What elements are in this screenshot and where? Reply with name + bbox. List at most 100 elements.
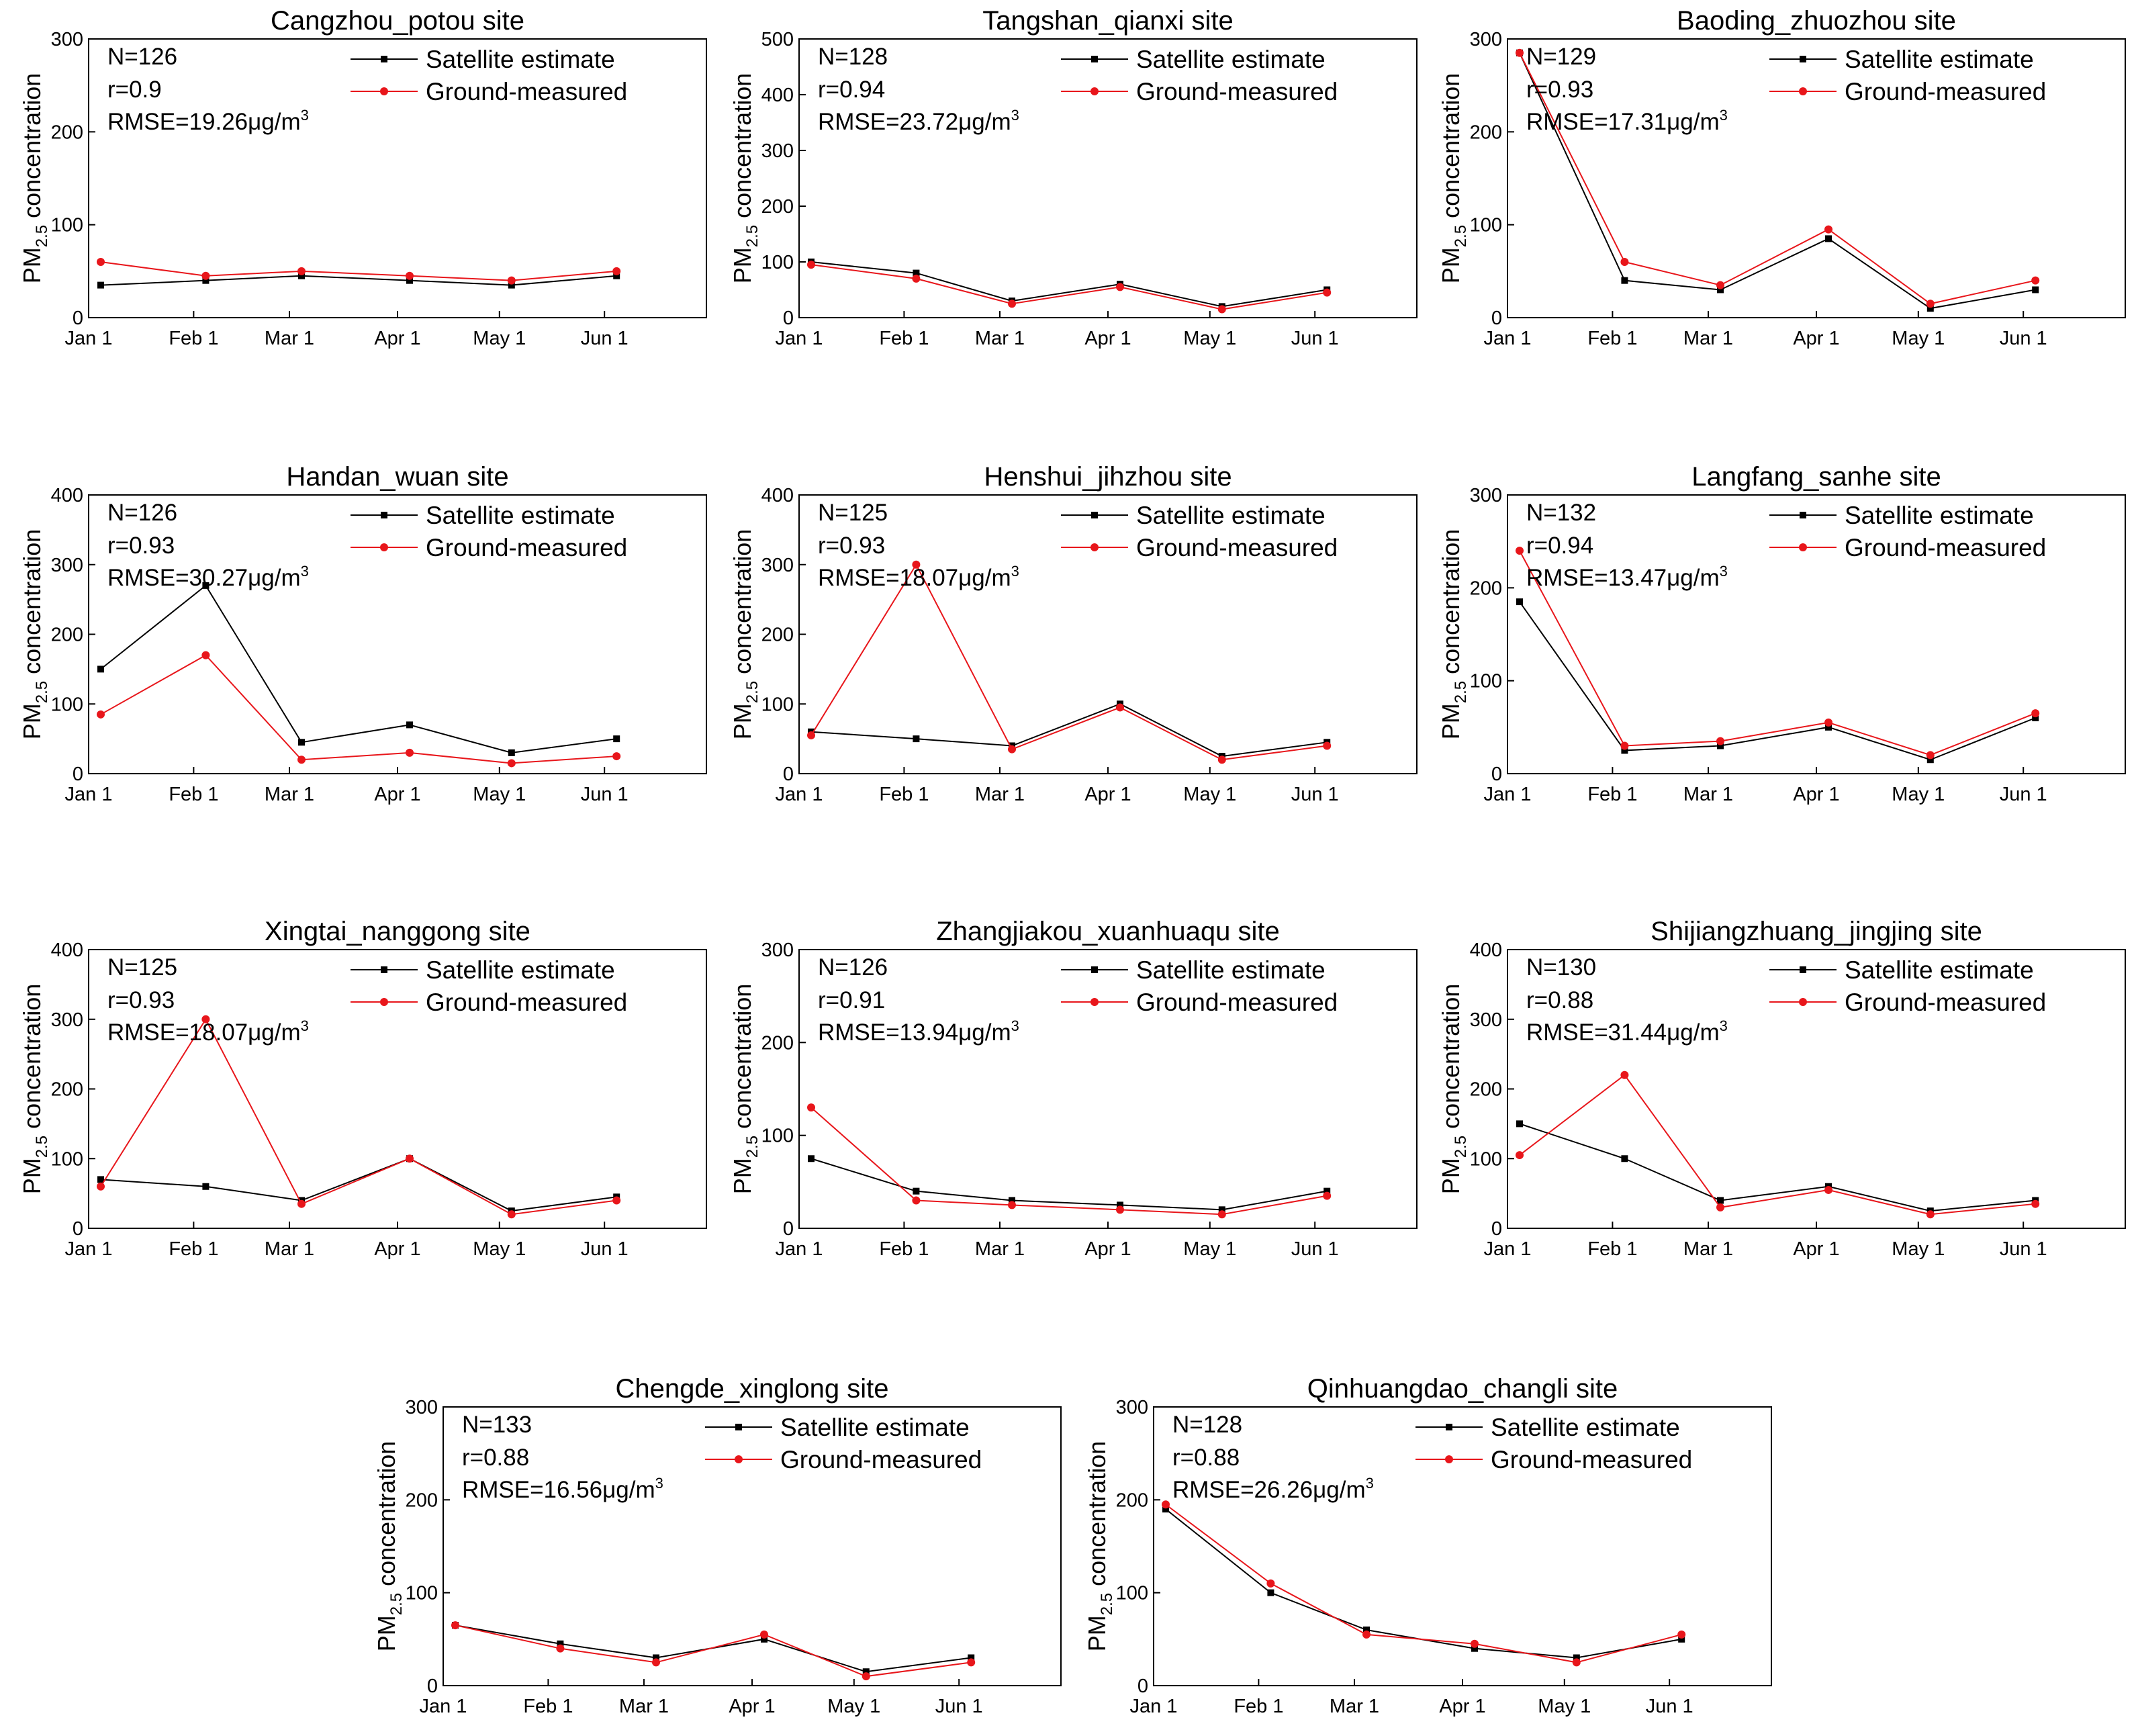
satellite-data-point (1621, 277, 1628, 284)
ground-data-point (1677, 1630, 1686, 1639)
satellite-data-point (1516, 598, 1523, 606)
ground-data-point (201, 271, 210, 280)
ground-data-point (556, 1644, 565, 1653)
y-tick-label: 100 (1116, 1583, 1148, 1604)
ground-data-point (1516, 1151, 1524, 1160)
ground-data-point (1926, 1210, 1935, 1219)
x-tick-label: Mar 1 (619, 1696, 669, 1717)
satellite-series-line (100, 1158, 617, 1212)
chart-title: Tangshan_qianxi site (982, 6, 1234, 36)
satellite-data-point (1324, 1187, 1331, 1195)
x-tick-label: Jan 1 (1484, 784, 1532, 805)
correlation-label: r=0.91 (818, 987, 885, 1013)
legend-ground-label: Ground-measured (1136, 78, 1338, 105)
legend-satellite-marker (381, 56, 387, 62)
chart-title: Qinhuangdao_changli site (1307, 1374, 1618, 1404)
correlation-label: r=0.93 (107, 533, 175, 559)
y-tick-label: 100 (51, 694, 83, 715)
ground-data-point (297, 1199, 306, 1208)
ground-series-line (455, 1625, 972, 1678)
satellite-series-line (1519, 1123, 2036, 1212)
ground-data-point (912, 1196, 921, 1205)
satellite-data-point (808, 1155, 815, 1162)
ground-series-line (1519, 550, 2036, 756)
ground-data-point (1116, 1205, 1124, 1214)
rmse-label: RMSE=23.72μg/m3 (818, 107, 1019, 135)
satellite-data-point (508, 749, 515, 756)
y-tick-label: 400 (761, 85, 794, 106)
satellite-series-line (100, 584, 617, 753)
ground-data-point (862, 1672, 870, 1681)
satellite-data-point (613, 735, 620, 743)
ground-data-point (612, 267, 621, 275)
satellite-series-line (100, 275, 617, 286)
y-axis-label: PM2.5 concentration (18, 529, 51, 740)
ground-data-point (1217, 756, 1226, 764)
correlation-label: r=0.9 (107, 77, 162, 103)
y-tick-label: 100 (1470, 1148, 1502, 1170)
x-tick-label: Mar 1 (975, 784, 1025, 805)
sample-count-label: N=126 (818, 954, 888, 980)
y-tick-label: 200 (1470, 578, 1502, 599)
y-tick-label: 300 (1470, 1009, 1502, 1031)
y-tick-label: 300 (1470, 29, 1502, 50)
chart-title: Chengde_xinglong site (616, 1374, 889, 1404)
legend-ground-label: Ground-measured (1136, 989, 1338, 1016)
ground-data-point (1572, 1658, 1581, 1667)
y-axis-label: PM2.5 concentration (729, 529, 761, 740)
ground-data-point (2031, 709, 2040, 718)
y-tick-label: 400 (51, 485, 83, 506)
x-tick-label: May 1 (1538, 1696, 1591, 1717)
legend-ground-label: Ground-measured (780, 1446, 982, 1473)
x-tick-label: Apr 1 (374, 1238, 420, 1260)
x-tick-label: Feb 1 (879, 328, 929, 349)
ground-data-point (1824, 1185, 1832, 1194)
ground-data-point (451, 1621, 459, 1630)
legend-ground-label: Ground-measured (1845, 534, 2046, 561)
y-tick-label: 0 (1491, 308, 1502, 329)
y-tick-label: 400 (761, 485, 794, 506)
ground-data-point (652, 1658, 660, 1667)
satellite-data-point (913, 269, 920, 277)
ground-data-point (97, 258, 105, 266)
chart-panel: Baoding_zhuozhou site 0 100 200 300 Jan 1 Feb … (1437, 6, 2126, 349)
ground-data-point (97, 710, 105, 719)
x-tick-label: Jan 1 (1484, 328, 1532, 349)
rmse-label: RMSE=17.31μg/m3 (1526, 107, 1728, 135)
legend-satellite-marker (1446, 1424, 1452, 1430)
legend-ground-label: Ground-measured (1491, 1446, 1692, 1473)
satellite-series-line (1165, 1508, 1682, 1659)
ground-data-point (807, 731, 815, 739)
y-tick-label: 300 (406, 1397, 438, 1418)
x-tick-label: Apr 1 (1084, 328, 1131, 349)
x-tick-label: Jan 1 (776, 328, 823, 349)
y-tick-label: 300 (761, 940, 794, 961)
ground-data-point (912, 274, 921, 283)
x-tick-label: Mar 1 (1683, 784, 1733, 805)
ground-data-point (406, 748, 414, 757)
legend-ground-marker (1090, 998, 1099, 1006)
x-tick-label: Jan 1 (1484, 1238, 1532, 1260)
legend-ground-marker (380, 87, 388, 95)
ground-data-point (201, 651, 210, 659)
satellite-data-point (97, 1176, 104, 1183)
ground-data-point (1162, 1500, 1170, 1509)
x-tick-label: Feb 1 (1587, 784, 1637, 805)
satellite-data-point (298, 739, 305, 746)
y-axis-label: PM2.5 concentration (1437, 984, 1470, 1195)
x-tick-label: Jun 1 (1291, 1238, 1339, 1260)
legend-satellite-marker (1091, 56, 1098, 62)
satellite-data-point (2032, 286, 2039, 293)
ground-data-point (612, 752, 621, 761)
y-tick-label: 300 (51, 29, 83, 50)
ground-series-line (810, 264, 1328, 310)
rmse-label: RMSE=13.47μg/m3 (1526, 563, 1728, 591)
correlation-label: r=0.94 (818, 77, 885, 103)
ground-data-point (1217, 305, 1226, 314)
y-tick-label: 0 (1137, 1676, 1148, 1697)
x-tick-label: Jun 1 (581, 328, 629, 349)
satellite-data-point (2032, 715, 2039, 721)
satellite-data-point (1717, 286, 1724, 293)
ground-data-point (1926, 751, 1935, 760)
satellite-data-point (508, 281, 515, 289)
